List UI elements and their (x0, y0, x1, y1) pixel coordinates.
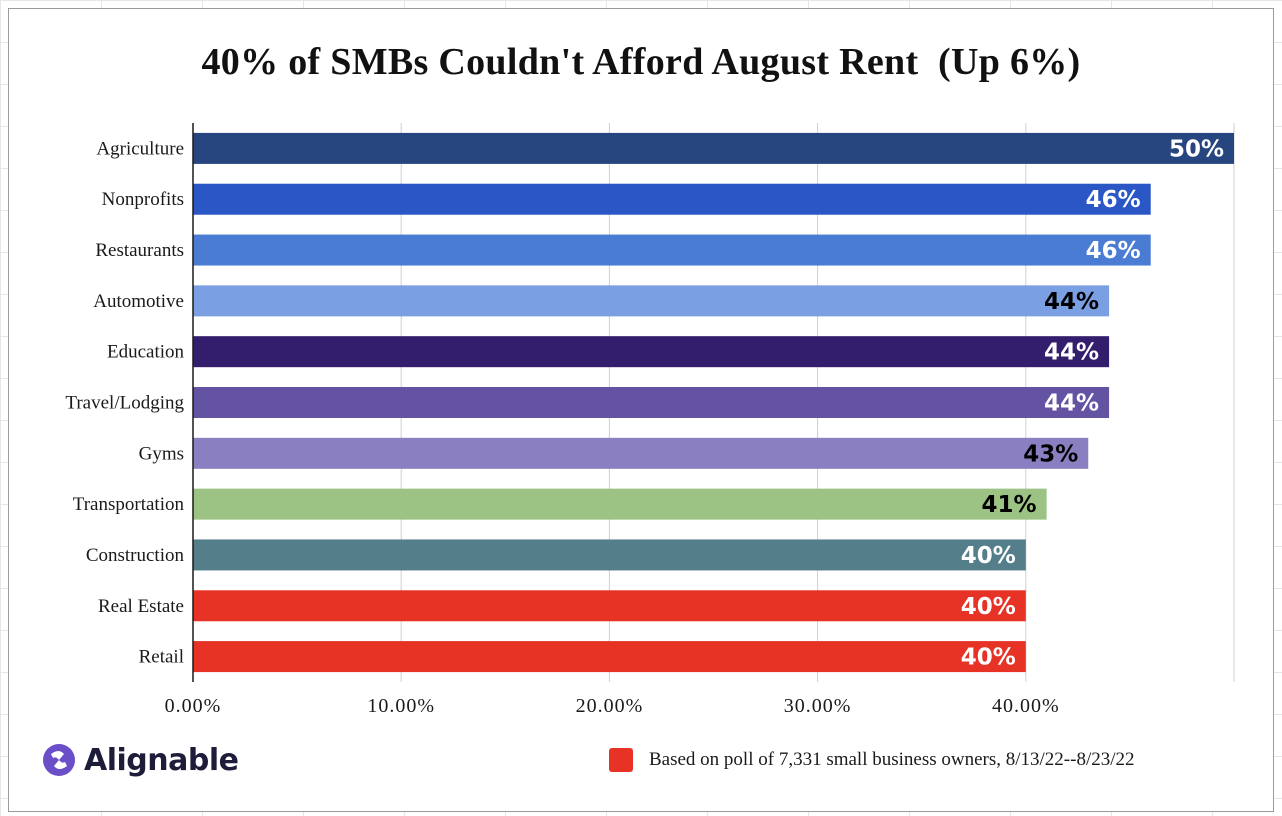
data-label: 40% (961, 594, 1016, 620)
chart-title: 40% of SMBs Couldn't Afford August Rent … (201, 41, 1081, 83)
data-label: 46% (1086, 238, 1141, 264)
bar (193, 336, 1110, 368)
data-label: 40% (961, 543, 1016, 569)
logo-text: Alignable (84, 742, 239, 778)
category-label: Transportation (73, 494, 185, 515)
bar (193, 285, 1110, 317)
data-label: 46% (1086, 187, 1141, 213)
bar (193, 132, 1234, 164)
bar (193, 234, 1151, 266)
bar (193, 183, 1151, 215)
category-label: Restaurants (95, 240, 184, 261)
category-label: Gyms (139, 443, 184, 464)
legend-swatch (609, 748, 633, 772)
alignable-logo-icon (43, 744, 75, 776)
category-label: Real Estate (98, 596, 184, 617)
bar (193, 387, 1110, 418)
data-label: 43% (1023, 441, 1078, 467)
category-label: Travel/Lodging (65, 393, 184, 414)
x-tick-label: 20.00% (576, 695, 644, 717)
data-label: 44% (1044, 340, 1099, 366)
x-tick-label: 0.00% (165, 695, 222, 717)
category-label: Automotive (93, 291, 184, 312)
alignable-logo: Alignable (42, 740, 239, 780)
bar (193, 641, 1026, 673)
category-label: Retail (139, 647, 184, 668)
bar (193, 488, 1047, 520)
data-label: 44% (1044, 289, 1099, 315)
bar (193, 539, 1026, 571)
data-label: 40% (961, 645, 1016, 671)
category-label: Education (107, 342, 185, 363)
x-tick-label: 10.00% (367, 695, 435, 717)
category-label: Construction (86, 545, 185, 566)
bar (193, 437, 1089, 469)
x-tick-label: 40.00% (992, 695, 1060, 717)
category-label: Agriculture (96, 138, 184, 159)
bar (193, 590, 1026, 622)
x-tick-label: 30.00% (784, 695, 852, 717)
data-label: 41% (982, 492, 1037, 518)
category-label: Nonprofits (102, 189, 184, 210)
data-label: 50% (1169, 136, 1224, 162)
legend: Based on poll of 7,331 small business ow… (609, 748, 1135, 772)
legend-text: Based on poll of 7,331 small business ow… (649, 749, 1135, 770)
data-label: 44% (1044, 391, 1099, 417)
